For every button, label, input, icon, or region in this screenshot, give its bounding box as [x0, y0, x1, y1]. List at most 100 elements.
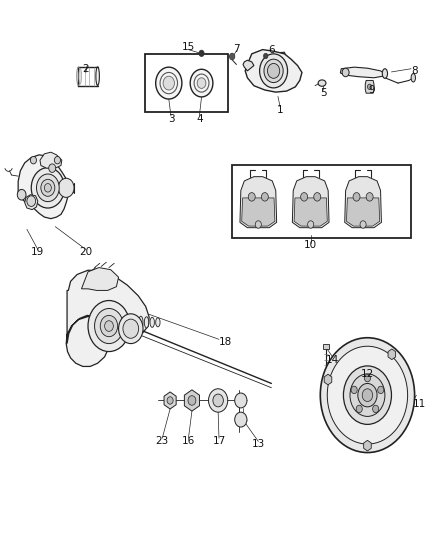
Circle shape — [248, 192, 255, 201]
Polygon shape — [345, 176, 381, 228]
Circle shape — [358, 383, 377, 407]
Ellipse shape — [150, 317, 154, 327]
Polygon shape — [346, 198, 380, 226]
Bar — [232, 165, 411, 238]
Circle shape — [356, 405, 362, 413]
Circle shape — [300, 192, 307, 201]
Text: 6: 6 — [268, 45, 275, 54]
Circle shape — [119, 314, 143, 344]
Circle shape — [362, 389, 373, 401]
Text: 13: 13 — [252, 439, 265, 449]
Circle shape — [367, 84, 372, 90]
Text: 14: 14 — [326, 354, 339, 365]
Text: 9: 9 — [368, 85, 375, 95]
Circle shape — [364, 374, 371, 382]
Circle shape — [95, 309, 124, 344]
Circle shape — [100, 316, 118, 337]
Circle shape — [353, 192, 360, 201]
Circle shape — [190, 69, 213, 97]
Circle shape — [230, 53, 235, 60]
Circle shape — [36, 174, 59, 201]
Circle shape — [188, 395, 196, 405]
Circle shape — [264, 59, 283, 83]
Circle shape — [314, 192, 321, 201]
Polygon shape — [292, 176, 329, 228]
Circle shape — [208, 389, 228, 412]
Bar — [323, 344, 329, 350]
Polygon shape — [294, 198, 327, 226]
Text: 12: 12 — [361, 369, 374, 379]
Text: 8: 8 — [411, 66, 418, 76]
Circle shape — [235, 393, 247, 408]
Circle shape — [105, 321, 113, 332]
Circle shape — [261, 192, 268, 201]
Text: 16: 16 — [182, 436, 195, 446]
Text: 5: 5 — [321, 87, 327, 98]
Circle shape — [343, 366, 392, 424]
Polygon shape — [388, 349, 396, 360]
Circle shape — [235, 412, 247, 427]
Polygon shape — [164, 392, 176, 409]
Circle shape — [58, 178, 74, 197]
Text: 23: 23 — [155, 436, 169, 446]
Circle shape — [320, 338, 415, 453]
Ellipse shape — [139, 316, 143, 328]
Polygon shape — [25, 195, 38, 209]
Text: 10: 10 — [304, 240, 317, 250]
Ellipse shape — [411, 74, 416, 82]
Ellipse shape — [318, 80, 326, 86]
Polygon shape — [184, 390, 199, 411]
Polygon shape — [243, 60, 254, 71]
Circle shape — [167, 397, 173, 404]
Circle shape — [351, 386, 357, 393]
Ellipse shape — [133, 316, 138, 329]
Ellipse shape — [155, 318, 160, 327]
Circle shape — [342, 68, 349, 77]
Polygon shape — [40, 152, 62, 168]
Polygon shape — [364, 440, 371, 451]
Circle shape — [163, 76, 174, 90]
Circle shape — [31, 167, 64, 208]
Circle shape — [373, 405, 379, 413]
Circle shape — [264, 53, 268, 59]
Text: 7: 7 — [233, 44, 240, 53]
Circle shape — [327, 346, 408, 444]
Ellipse shape — [145, 317, 149, 328]
Circle shape — [255, 221, 261, 228]
Ellipse shape — [79, 68, 81, 84]
Polygon shape — [245, 50, 302, 92]
Text: 3: 3 — [168, 114, 174, 124]
Text: 2: 2 — [82, 64, 89, 74]
Text: 17: 17 — [212, 436, 226, 446]
Circle shape — [155, 67, 182, 99]
Text: 20: 20 — [79, 247, 92, 257]
Ellipse shape — [382, 69, 388, 78]
Polygon shape — [66, 270, 149, 367]
Circle shape — [213, 394, 223, 407]
Circle shape — [88, 301, 130, 352]
Circle shape — [123, 319, 139, 338]
Polygon shape — [18, 155, 68, 219]
Circle shape — [378, 386, 384, 393]
Polygon shape — [242, 198, 275, 226]
Circle shape — [268, 63, 280, 78]
Circle shape — [360, 221, 366, 228]
Polygon shape — [365, 80, 374, 93]
Circle shape — [41, 179, 55, 196]
Text: 18: 18 — [219, 337, 232, 347]
Circle shape — [260, 54, 288, 88]
Text: 4: 4 — [196, 114, 203, 124]
Polygon shape — [340, 67, 385, 78]
Circle shape — [49, 164, 56, 172]
Circle shape — [307, 221, 314, 228]
Bar — [145, 54, 228, 112]
Text: 15: 15 — [182, 42, 195, 52]
Circle shape — [54, 157, 60, 164]
Circle shape — [350, 374, 385, 416]
Ellipse shape — [96, 67, 99, 85]
Text: 19: 19 — [31, 247, 44, 257]
Text: 1: 1 — [277, 104, 283, 115]
Circle shape — [27, 196, 35, 206]
Circle shape — [197, 78, 206, 88]
Polygon shape — [81, 268, 119, 290]
